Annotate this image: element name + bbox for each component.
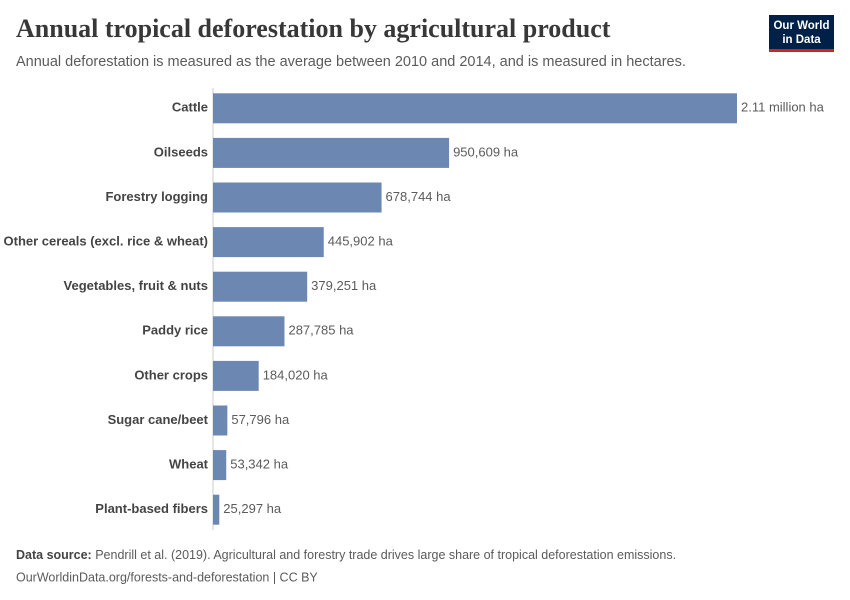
- source-text: Pendrill et al. (2019). Agricultural and…: [95, 548, 676, 562]
- logo[interactable]: Our World in Data: [769, 15, 834, 52]
- value-label: 53,342 ha: [230, 457, 289, 472]
- chart-title: Annual tropical deforestation by agricul…: [16, 14, 611, 43]
- bar: [213, 360, 259, 391]
- logo-text: in Data: [782, 34, 821, 46]
- value-label: 379,251 ha: [311, 278, 377, 293]
- logo-stripe: [769, 49, 834, 52]
- chart-subtitle: Annual deforestation is measured as the …: [16, 54, 686, 70]
- source-label: Data source:: [16, 548, 92, 562]
- category-label: Oilseeds: [154, 144, 208, 159]
- bar: [213, 271, 308, 302]
- value-label: 678,744 ha: [386, 189, 452, 204]
- bar: [213, 316, 285, 347]
- category-label: Forestry logging: [105, 189, 208, 204]
- logo-box: [769, 15, 834, 51]
- bar: [213, 405, 228, 436]
- category-label: Plant-based fibers: [95, 501, 208, 516]
- value-label: 25,297 ha: [223, 501, 282, 516]
- category-label: Cattle: [172, 100, 208, 115]
- bar: [213, 227, 324, 258]
- value-label: 57,796 ha: [231, 412, 290, 427]
- category-label: Paddy rice: [142, 323, 208, 338]
- bar: [213, 450, 227, 481]
- category-label: Wheat: [169, 457, 209, 472]
- value-label: 287,785 ha: [288, 323, 354, 338]
- bar: [213, 182, 382, 213]
- category-label: Other cereals (excl. rice & wheat): [4, 234, 208, 249]
- value-label: 950,609 ha: [453, 144, 519, 159]
- category-label: Vegetables, fruit & nuts: [64, 278, 208, 293]
- footer: OurWorldinData.org/forests-and-deforesta…: [16, 570, 318, 584]
- value-label: 445,902 ha: [328, 234, 394, 249]
- bar: [213, 93, 737, 124]
- bar: [213, 494, 220, 525]
- category-label: Other crops: [134, 367, 208, 382]
- value-label: 184,020 ha: [263, 367, 329, 382]
- value-label: 2.11 million ha: [741, 100, 825, 115]
- bar: [213, 137, 450, 168]
- logo-text: Our World: [773, 20, 829, 32]
- category-label: Sugar cane/beet: [108, 412, 209, 427]
- source: Data source: Pendrill et al. (2019). Agr…: [16, 548, 676, 562]
